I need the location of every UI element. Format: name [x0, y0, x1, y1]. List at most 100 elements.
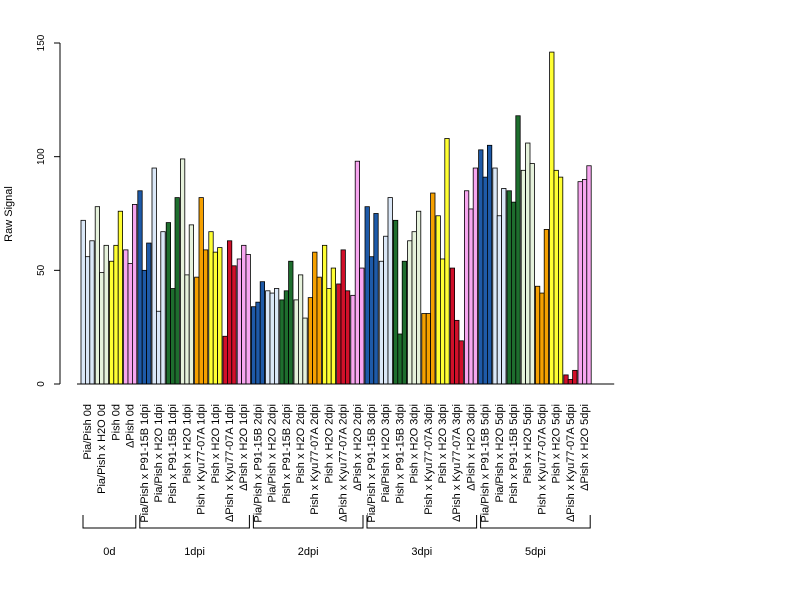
bar	[316, 276, 322, 385]
y-tick-label: 0	[36, 381, 47, 387]
bar	[577, 181, 583, 385]
bar	[411, 231, 417, 385]
bar	[141, 269, 147, 385]
y-axis: 0 50 100 150	[36, 34, 61, 387]
group-label: 0d	[103, 546, 115, 558]
bar	[217, 247, 223, 385]
category-label: ΔPish x Kyu77-07A 1dpi	[224, 404, 236, 522]
bar	[312, 251, 318, 385]
bar	[572, 369, 578, 385]
bar	[155, 310, 162, 385]
bar	[529, 163, 535, 385]
category-label: Pish 0d	[110, 404, 122, 441]
bar	[563, 374, 569, 385]
group-label: 1dpi	[184, 546, 205, 558]
y-tick-label: 150	[36, 34, 47, 51]
bar	[288, 260, 294, 385]
bar	[407, 240, 413, 385]
category-label: Pia/Pish x H2O 0d	[96, 404, 108, 494]
category-label: Pish x H2O 2dpi	[295, 404, 307, 483]
bar	[137, 190, 143, 385]
y-axis-label: Raw Signal	[3, 186, 15, 242]
bar	[549, 51, 555, 385]
bar	[113, 244, 119, 385]
bar	[123, 249, 129, 385]
bar	[212, 251, 218, 385]
bar	[231, 265, 237, 385]
category-label: Pish x Kyu77-07A 2dpi	[309, 404, 321, 515]
bar	[103, 244, 109, 385]
bar	[425, 313, 432, 385]
category-label: ΔPish 0d	[125, 404, 137, 448]
bar	[520, 169, 527, 385]
bar	[127, 263, 133, 385]
category-label: Pia/Pish x P91-15B 3dpi	[366, 404, 378, 523]
category-label: ΔPish x H2O 5dpi	[579, 404, 591, 491]
bar	[454, 319, 460, 385]
bar	[279, 299, 285, 385]
bar	[245, 254, 251, 385]
bar	[444, 138, 450, 385]
bar	[515, 115, 521, 385]
bar	[184, 274, 190, 385]
bar	[463, 190, 470, 385]
bar	[222, 335, 228, 385]
category-label: ΔPish x H2O 2dpi	[352, 404, 364, 491]
bar	[472, 167, 479, 385]
bar	[458, 340, 464, 385]
bar	[293, 299, 299, 385]
category-label: Pish x P91-15B 2dpi	[281, 404, 293, 504]
category-label: ΔPish x Kyu77-07A 3dpi	[451, 404, 463, 522]
group-bracket	[252, 515, 364, 529]
category-label: ΔPish x Kyu77-07A 2dpi	[338, 404, 350, 522]
category-label: Pia/Pish x P91-15B 5dpi	[480, 404, 492, 523]
bar	[535, 285, 541, 385]
bar	[486, 144, 493, 385]
group-label: 3dpi	[411, 546, 432, 558]
bar	[350, 294, 356, 385]
bar	[307, 297, 314, 385]
group-label: 2dpi	[298, 546, 319, 558]
bar	[586, 165, 592, 385]
bar	[421, 313, 427, 385]
bar	[131, 204, 138, 385]
bar	[174, 197, 180, 385]
bar	[430, 192, 436, 385]
bar	[364, 206, 370, 385]
category-label: ΔPish x H2O 3dpi	[465, 404, 477, 491]
bar	[265, 290, 271, 385]
category-label: Pish x H2O 3dpi	[409, 404, 421, 483]
bar	[468, 208, 474, 385]
bar	[383, 235, 389, 385]
bar	[415, 210, 422, 385]
bar	[330, 267, 337, 385]
bar	[165, 222, 171, 385]
bar	[378, 260, 385, 385]
bar	[326, 288, 332, 385]
bar	[582, 178, 588, 385]
bar	[99, 272, 105, 385]
category-label: Pish x P91-15B 5dpi	[508, 404, 520, 504]
category-label: ΔPish x Kyu77-07A 5dpi	[565, 404, 577, 522]
bar	[553, 169, 559, 385]
category-label: Pia/Pish 0d	[82, 404, 94, 460]
bar	[269, 292, 275, 385]
category-label: Pish x Kyu77-07A 5dpi	[536, 404, 548, 515]
bar	[336, 283, 342, 385]
category-label: Pia/Pish x H2O 3dpi	[380, 404, 392, 502]
bar	[359, 267, 365, 385]
group-brackets: 0d 1dpi 2dpi 3dpi 5dpi	[82, 515, 591, 558]
bar	[188, 224, 194, 385]
bar	[506, 190, 512, 385]
bar	[492, 167, 498, 385]
bar	[236, 258, 242, 385]
category-label: Pish x H2O 5dpi	[551, 404, 563, 483]
category-label: Pish x H2O 1dpi	[210, 404, 222, 483]
bar	[354, 160, 361, 385]
bar	[449, 267, 456, 385]
bar	[344, 290, 351, 385]
category-label: Pia/Pish x H2O 1dpi	[153, 404, 165, 502]
bar	[250, 306, 257, 385]
category-label: Pish x H2O 1dpi	[181, 404, 193, 483]
bar	[160, 231, 166, 385]
